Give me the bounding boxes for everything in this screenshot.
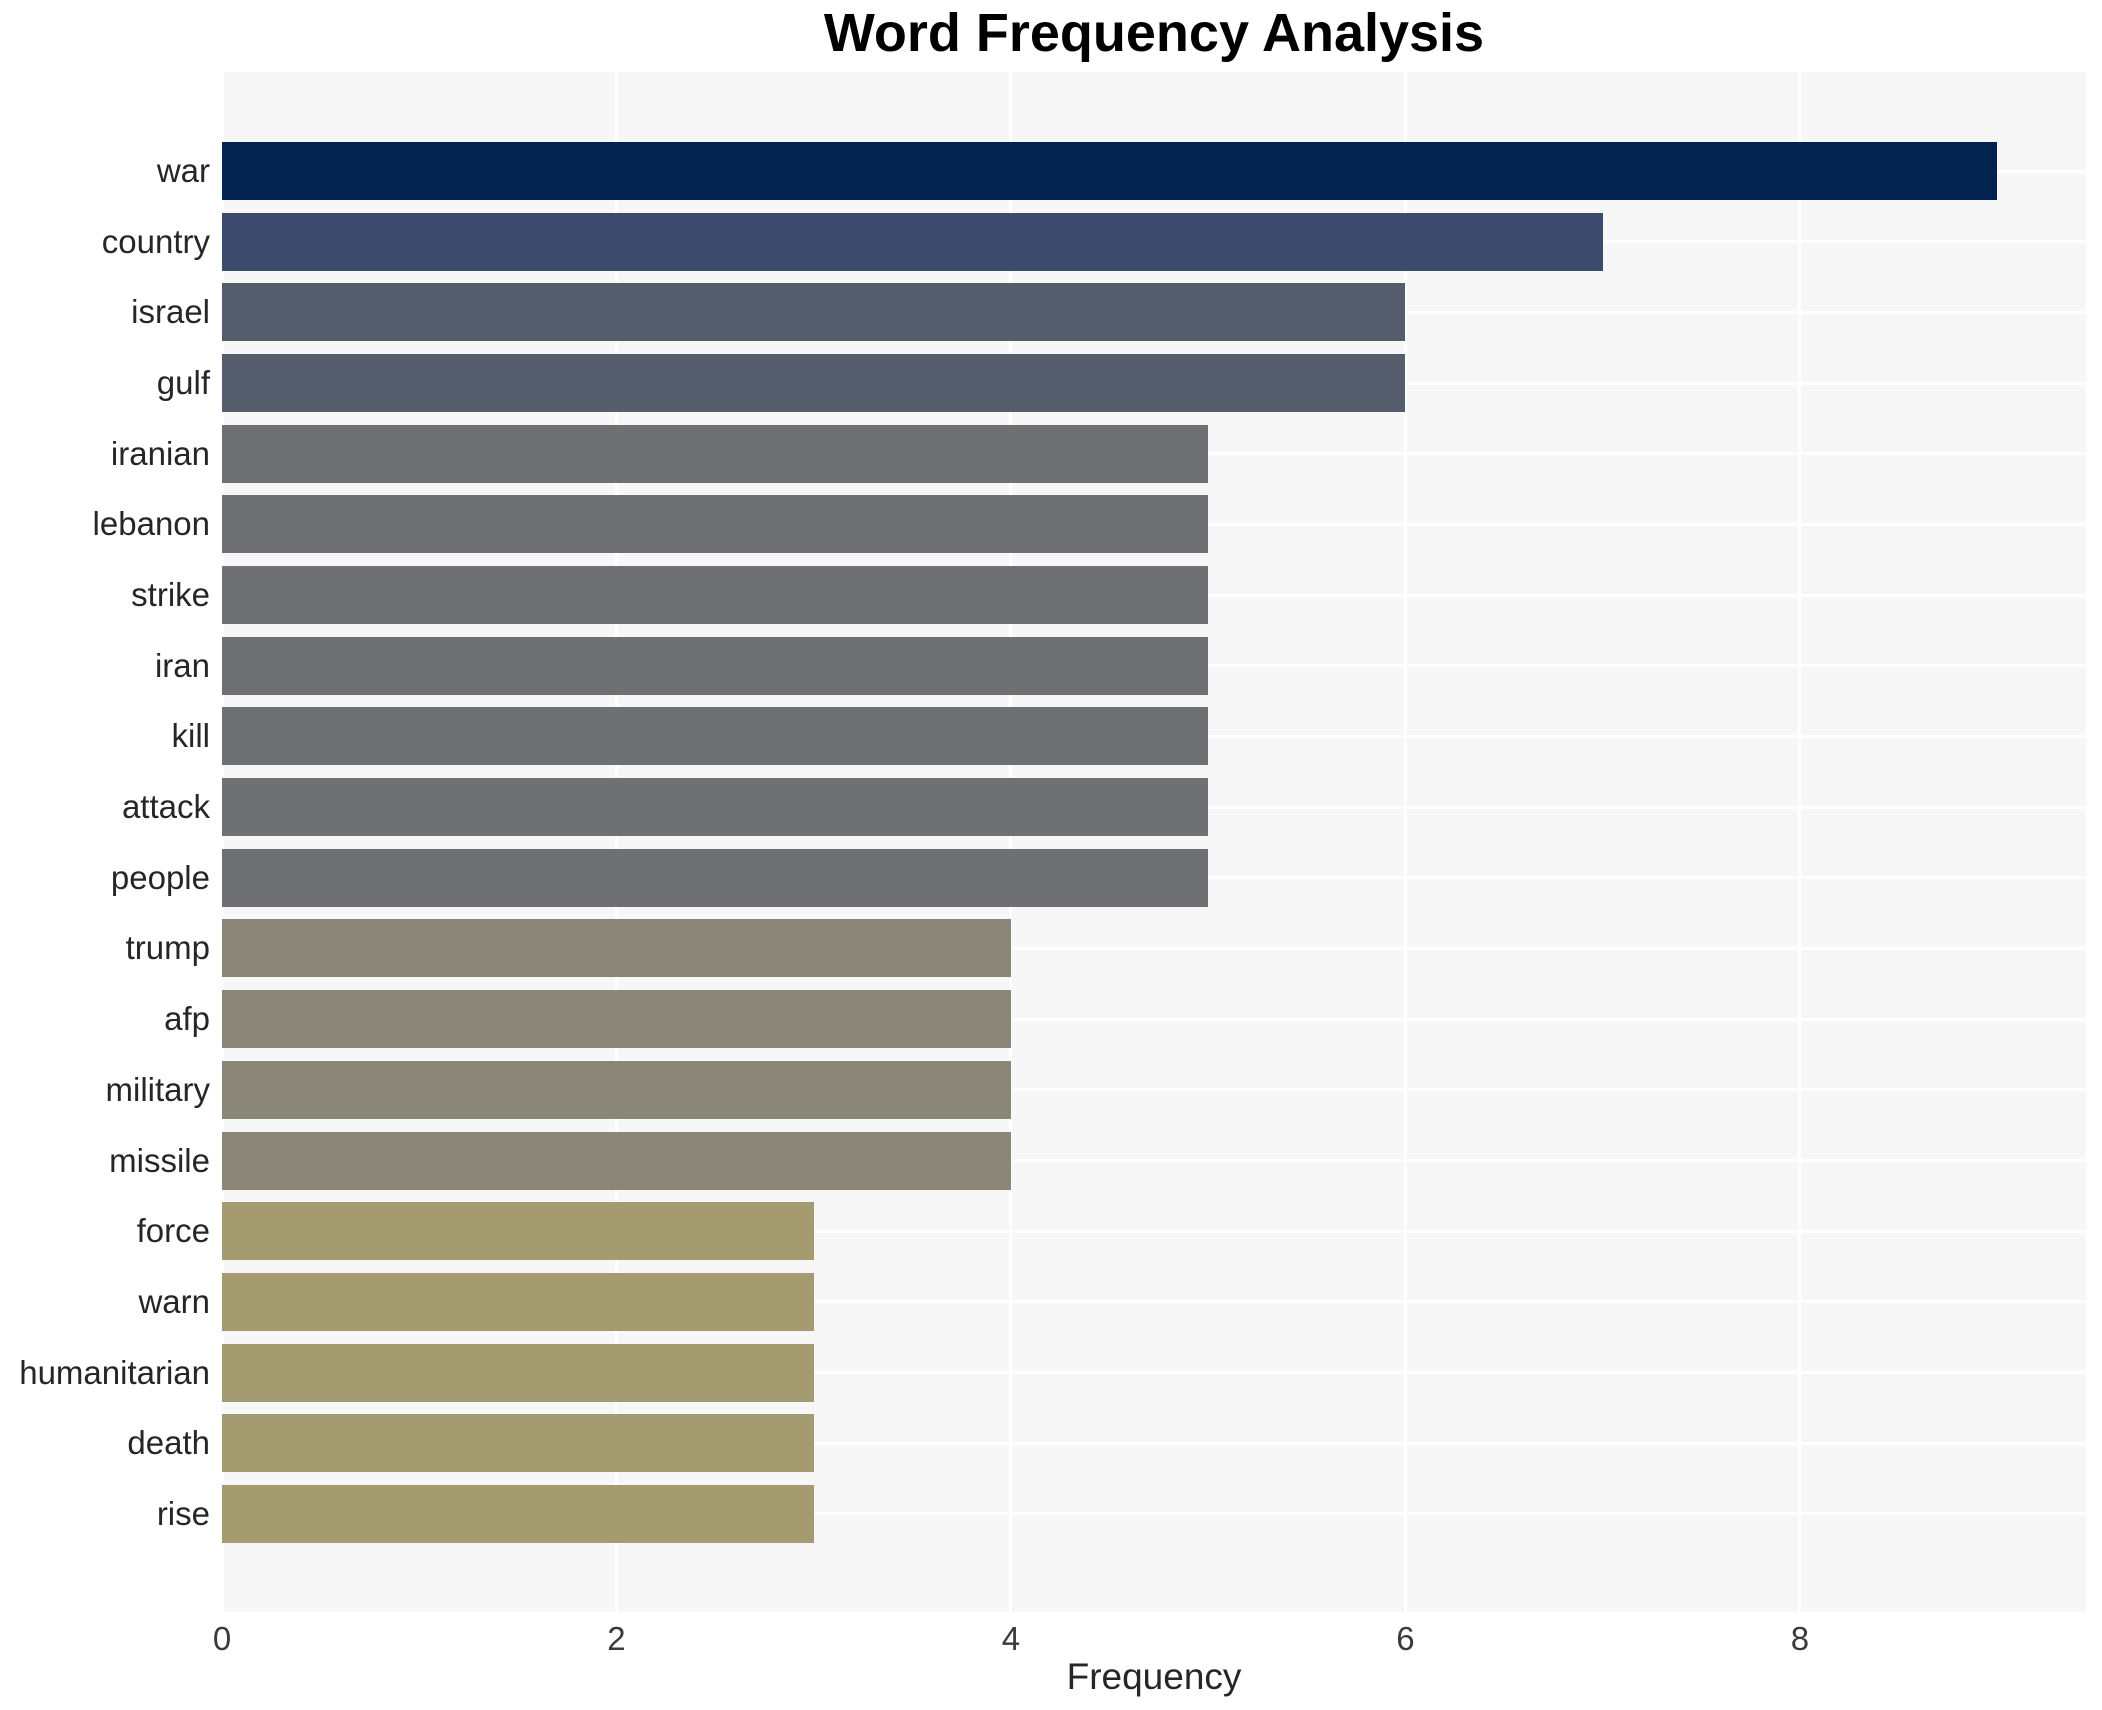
bar-missile (222, 1131, 1011, 1190)
y-tick-label-warn: warn (138, 1282, 210, 1320)
x-tick-label: 8 (1790, 1620, 1810, 1657)
bar-rise (222, 1484, 814, 1543)
h-gridline (222, 1017, 2086, 1021)
bar-afp (222, 990, 1011, 1049)
v-gridline (1009, 72, 1013, 1612)
bar-lebanon (222, 495, 1209, 554)
bar-death (222, 1414, 814, 1473)
bar-people (222, 848, 1209, 907)
h-gridline (222, 1159, 2086, 1163)
x-axis-title: Frequency (1066, 1656, 1242, 1697)
plot-area (220, 72, 2086, 1612)
bar-iran (222, 636, 1209, 695)
v-gridline (1403, 72, 1407, 1612)
y-tick-label-kill: kill (171, 717, 211, 755)
y-tick-label-strike: strike (131, 576, 210, 614)
bar-warn (222, 1272, 814, 1331)
y-tick-label-afp: afp (164, 1000, 210, 1038)
x-tick-label: 6 (1396, 1620, 1415, 1657)
y-tick-label-israel: israel (131, 293, 210, 331)
h-gridline (222, 1229, 2086, 1233)
h-gridline (222, 1441, 2086, 1445)
v-gridline (220, 72, 224, 1612)
y-tick-label-humanitarian: humanitarian (19, 1353, 210, 1391)
h-gridline (222, 946, 2086, 950)
bar-trump (222, 919, 1011, 978)
bar-force (222, 1202, 814, 1261)
h-gridline (222, 1371, 2086, 1375)
bar-military (222, 1060, 1011, 1119)
bar-strike (222, 566, 1209, 625)
h-gridline (222, 1512, 2086, 1516)
y-tick-label-military: military (105, 1070, 211, 1108)
y-tick-label-people: people (110, 858, 210, 896)
y-tick-label-attack: attack (121, 788, 210, 826)
y-tick-label-country: country (101, 222, 210, 260)
x-tick-label: 4 (1001, 1620, 1021, 1657)
bar-attack (222, 778, 1209, 837)
y-tick-label-war: war (156, 152, 210, 189)
bar-kill (222, 707, 1209, 766)
bar-war (222, 142, 1998, 200)
x-tick-label: 2 (607, 1620, 626, 1657)
y-tick-label-iran: iran (154, 646, 210, 684)
bar-country (222, 212, 1603, 271)
v-gridline (614, 72, 618, 1612)
bar-gulf (222, 354, 1406, 413)
y-tick-label-death: death (127, 1424, 210, 1462)
y-tick-label-trump: trump (125, 929, 210, 967)
y-tick-label-iranian: iranian (110, 434, 210, 472)
bar-humanitarian (222, 1343, 814, 1402)
bar-israel (222, 283, 1406, 342)
x-tick-label: 0 (212, 1620, 232, 1657)
y-tick-label-force: force (136, 1212, 210, 1250)
y-tick-label-rise: rise (156, 1494, 210, 1532)
v-gridline (1798, 72, 1802, 1612)
y-tick-label-lebanon: lebanon (92, 505, 210, 543)
chart-title: Word Frequency Analysis (823, 3, 1485, 63)
bar-iranian (222, 424, 1209, 483)
y-tick-label-missile: missile (109, 1141, 210, 1179)
h-gridline (222, 1088, 2086, 1092)
h-gridline (222, 1300, 2086, 1304)
y-tick-label-gulf: gulf (156, 364, 210, 402)
